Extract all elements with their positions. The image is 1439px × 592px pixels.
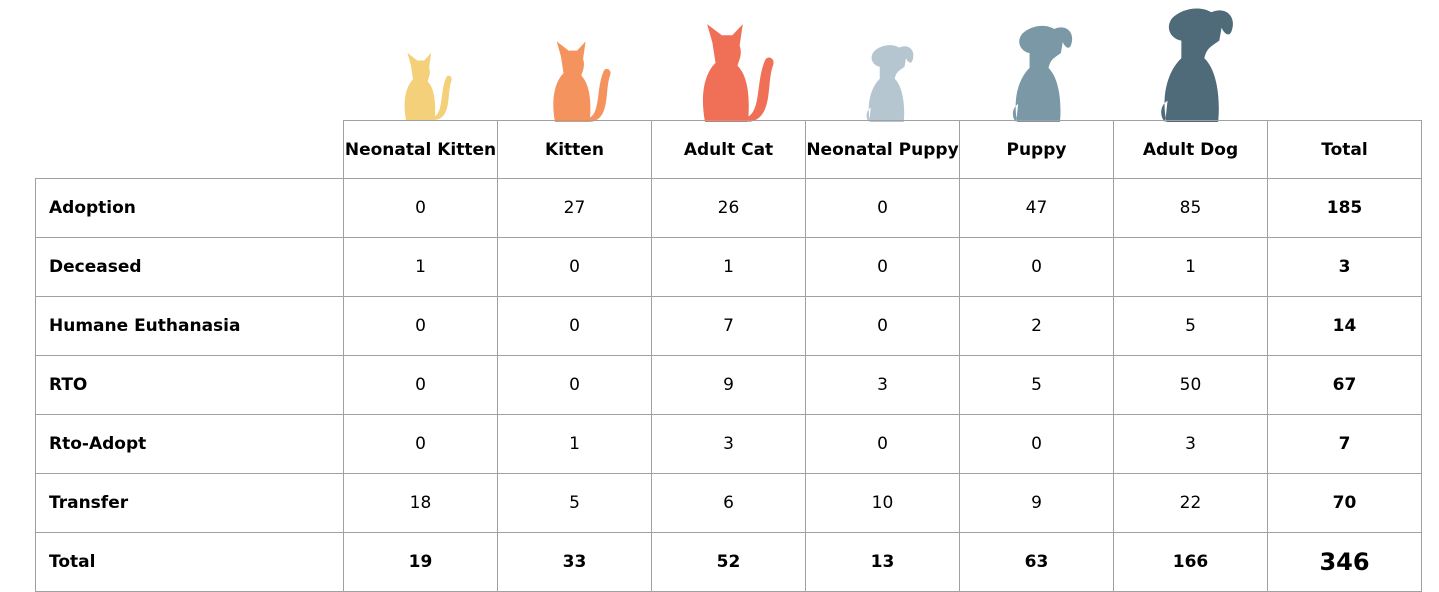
- cell: 1: [1113, 237, 1268, 297]
- cell: 0: [343, 296, 498, 356]
- row-total: 67: [1267, 355, 1422, 415]
- row-total: 346: [1267, 532, 1422, 592]
- column-header-text: Neonatal Puppy: [806, 140, 959, 160]
- column-header: Total: [1267, 120, 1422, 179]
- cell: 18: [343, 473, 498, 533]
- cell: 50: [1113, 355, 1268, 415]
- cell: 0: [343, 178, 498, 238]
- column-header-text: Puppy: [1006, 140, 1067, 160]
- cell: 52: [651, 532, 806, 592]
- cell: 5: [1113, 296, 1268, 356]
- kitten-icon: [553, 41, 611, 122]
- cell: 27: [497, 178, 652, 238]
- row-label: Adoption: [35, 178, 344, 238]
- cell: 1: [497, 414, 652, 474]
- cell: 0: [805, 237, 960, 297]
- row-total: 3: [1267, 237, 1422, 297]
- cell: 0: [959, 414, 1114, 474]
- cell: 85: [1113, 178, 1268, 238]
- data-row: Humane Euthanasia 0 0 7 0 2 5 14: [35, 296, 1422, 356]
- outcome-table: Neonatal Kitten Kitten Adult Cat Neonatal P…: [35, 120, 1422, 592]
- column-header: Adult Cat: [651, 120, 806, 179]
- data-row: Rto-Adopt 0 1 3 0 0 3 7: [35, 414, 1422, 474]
- cell: 1: [651, 237, 806, 297]
- cell: 33: [497, 532, 652, 592]
- puppy-icon: [1012, 25, 1073, 122]
- cell: 22: [1113, 473, 1268, 533]
- cell: 63: [959, 532, 1114, 592]
- cell: 0: [497, 237, 652, 297]
- column-header: Neonatal Kitten: [343, 120, 498, 179]
- row-total: 185: [1267, 178, 1422, 238]
- neonatal-puppy-icon: [866, 45, 914, 122]
- neonatal-kitten-icon: [404, 52, 452, 120]
- adult-dog-icon: [1161, 8, 1233, 122]
- cell: 6: [651, 473, 806, 533]
- adult-cat-icon: [702, 24, 774, 122]
- row-label: Transfer: [35, 473, 344, 533]
- table-body: Adoption 0 27 26 0 47 85 185 Deceased 1 0 1 0 0 1 3 Huma…: [35, 178, 1422, 592]
- cell: 1: [343, 237, 498, 297]
- column-header-text: Total: [1321, 140, 1368, 160]
- column-header: Kitten: [497, 120, 652, 179]
- row-total: 14: [1267, 296, 1422, 356]
- cell: 0: [805, 296, 960, 356]
- header-row: Neonatal Kitten Kitten Adult Cat Neonatal P…: [35, 120, 1422, 179]
- data-row: RTO 0 0 9 3 5 50 67: [35, 355, 1422, 415]
- cell: 7: [651, 296, 806, 356]
- cell: 9: [959, 473, 1114, 533]
- row-label: RTO: [35, 355, 344, 415]
- cell: 19: [343, 532, 498, 592]
- column-header-text: Kitten: [545, 140, 604, 160]
- cell: 9: [651, 355, 806, 415]
- column-header: Neonatal Puppy: [805, 120, 960, 179]
- animal-icons: [404, 8, 1233, 122]
- cell: 13: [805, 532, 960, 592]
- column-header-text: Adult Cat: [683, 140, 774, 160]
- cell: 3: [805, 355, 960, 415]
- cell: 0: [497, 355, 652, 415]
- cell: 47: [959, 178, 1114, 238]
- cell: 5: [959, 355, 1114, 415]
- cell: 3: [1113, 414, 1268, 474]
- cell: 0: [497, 296, 652, 356]
- cell: 0: [343, 414, 498, 474]
- column-header: Puppy: [959, 120, 1114, 179]
- row-label: Total: [35, 532, 344, 592]
- row-total: 7: [1267, 414, 1422, 474]
- row-label: Rto-Adopt: [35, 414, 344, 474]
- cell: 0: [805, 178, 960, 238]
- column-header-text: Neonatal Kitten: [344, 140, 497, 160]
- data-row: Deceased 1 0 1 0 0 1 3: [35, 237, 1422, 297]
- data-row: Adoption 0 27 26 0 47 85 185: [35, 178, 1422, 238]
- column-header: Adult Dog: [1113, 120, 1268, 179]
- cell: 0: [959, 237, 1114, 297]
- cell: 0: [805, 414, 960, 474]
- data-row: Transfer 18 5 6 10 9 22 70: [35, 473, 1422, 533]
- cell: 26: [651, 178, 806, 238]
- row-label: Deceased: [35, 237, 344, 297]
- cell: 3: [651, 414, 806, 474]
- row-total: 70: [1267, 473, 1422, 533]
- corner-cell: [35, 120, 344, 179]
- cell: 0: [343, 355, 498, 415]
- row-label: Humane Euthanasia: [35, 296, 344, 356]
- cell: 5: [497, 473, 652, 533]
- column-header-text: Adult Dog: [1142, 140, 1239, 160]
- cell: 2: [959, 296, 1114, 356]
- cell: 166: [1113, 532, 1268, 592]
- cell: 10: [805, 473, 960, 533]
- total-row: Total 19 33 52 13 63 166 346: [35, 532, 1422, 592]
